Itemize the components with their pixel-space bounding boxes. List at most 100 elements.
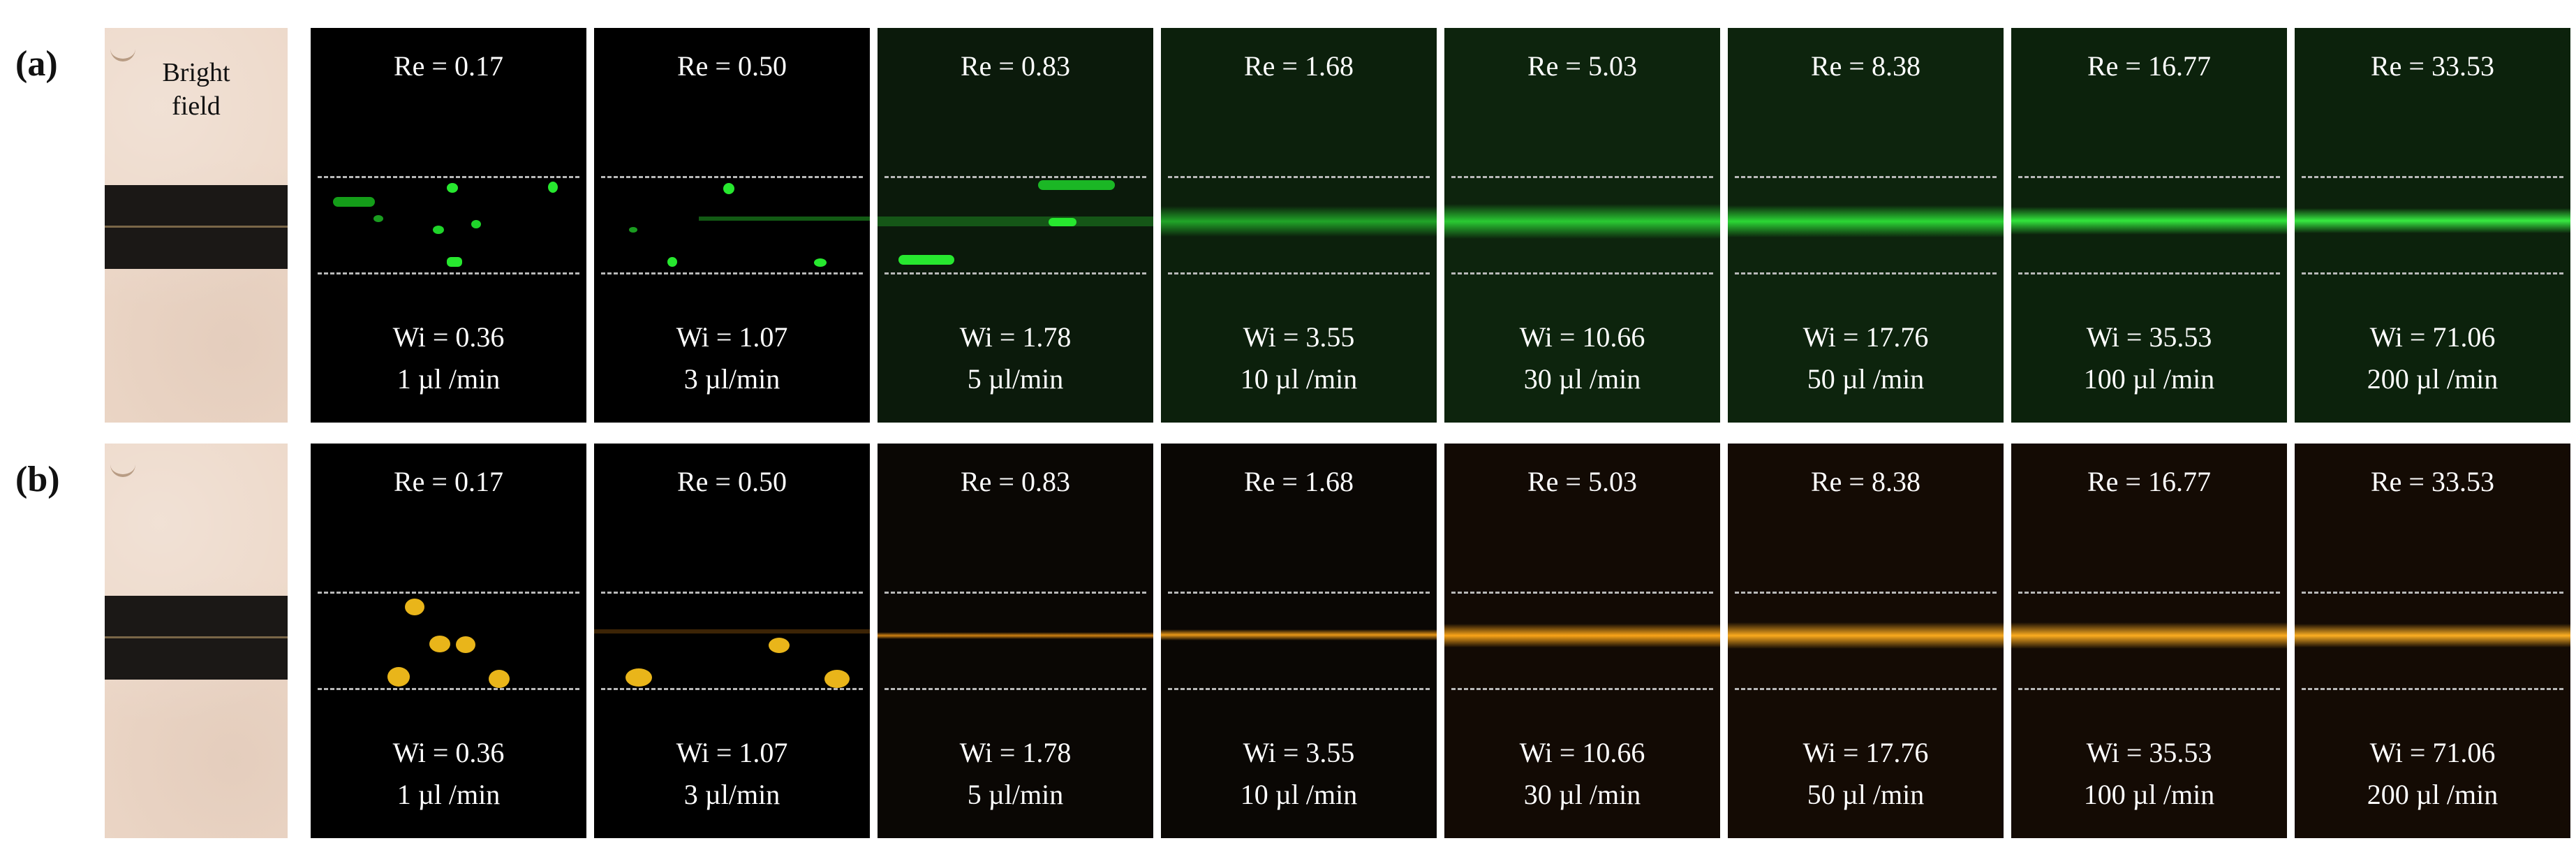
particle-stream xyxy=(1161,629,1437,640)
weissenberg-number: Wi = 10.66 xyxy=(1519,321,1645,353)
particle-stream xyxy=(2295,208,2570,233)
channel-wall-top xyxy=(884,592,1146,594)
particle-streak xyxy=(333,197,375,207)
reynolds-number: Re = 0.17 xyxy=(394,466,503,497)
fluorescence-panel: Re = 5.03 Wi = 10.66 30 µl /min xyxy=(1444,28,1720,423)
flow-rate: 5 µl/min xyxy=(967,779,1064,810)
particle xyxy=(433,226,444,234)
reynolds-number: Re = 8.38 xyxy=(1811,50,1920,82)
reynolds-number: Re = 0.17 xyxy=(394,50,503,82)
particle xyxy=(667,257,677,267)
flow-rate: 100 µl /min xyxy=(2083,779,2215,810)
weissenberg-number: Wi = 1.07 xyxy=(676,737,788,768)
fluorescence-panel: Re = 33.53 Wi = 71.06 200 µl /min xyxy=(2295,444,2570,838)
particle-stream xyxy=(2011,207,2287,235)
particle-streak xyxy=(1038,180,1115,190)
channel-wall-bottom xyxy=(2018,272,2280,274)
microchannel-centerline xyxy=(105,636,288,638)
particle xyxy=(471,220,481,228)
reynolds-number: Re = 5.03 xyxy=(1527,466,1637,497)
reynolds-number: Re = 0.83 xyxy=(961,466,1070,497)
row-a-green-particles: (a) Bright field Re = 0.17 Wi = 0.36 1 µ… xyxy=(0,28,2576,440)
channel-wall-top xyxy=(2302,176,2563,178)
particle-streak xyxy=(1049,218,1076,226)
weissenberg-number: Wi = 35.53 xyxy=(2086,737,2212,768)
brightfield-label-line1: Bright xyxy=(162,58,230,87)
weissenberg-number: Wi = 3.55 xyxy=(1243,321,1355,353)
reynolds-number: Re = 1.68 xyxy=(1244,466,1354,497)
brightfield-image-a: Bright field xyxy=(105,28,288,423)
channel-wall-bottom xyxy=(2018,688,2280,690)
particle xyxy=(769,638,790,653)
weissenberg-number: Wi = 0.36 xyxy=(392,737,505,768)
fluorescence-panel: Re = 5.03 Wi = 10.66 30 µl /min xyxy=(1444,444,1720,838)
weissenberg-number: Wi = 3.55 xyxy=(1243,737,1355,768)
flow-rate: 200 µl /min xyxy=(2367,779,2499,810)
channel-wall-top xyxy=(318,592,579,594)
microchannel-centerline xyxy=(105,226,288,228)
channel-wall-top xyxy=(2302,592,2563,594)
fluorescence-panel: Re = 1.68 Wi = 3.55 10 µl /min xyxy=(1161,28,1437,423)
channel-wall-bottom xyxy=(601,688,863,690)
reynolds-number: Re = 16.77 xyxy=(2087,466,2211,497)
particle-stream xyxy=(878,217,1153,226)
flow-rate: 200 µl /min xyxy=(2367,363,2499,395)
channel-wall-bottom xyxy=(1451,688,1713,690)
flow-rate: 3 µl/min xyxy=(683,779,780,810)
fluorescence-panel: Re = 0.17 Wi = 0.36 1 µl /min xyxy=(311,28,586,423)
channel-wall-bottom xyxy=(318,272,579,274)
reynolds-number: Re = 33.53 xyxy=(2371,466,2494,497)
particle-stream xyxy=(878,632,1153,639)
particle xyxy=(447,257,462,267)
row-b-orange-particles: (b) Re = 0.17 Wi = 0.36 1 µl /min Re = 0… xyxy=(0,444,2576,856)
fluorescence-panel: Re = 16.77 Wi = 35.53 100 µl /min xyxy=(2011,444,2287,838)
particle-stream xyxy=(594,629,870,633)
particle xyxy=(456,636,475,653)
row-label-b: (b) xyxy=(15,460,60,499)
flow-rate: 30 µl /min xyxy=(1523,779,1641,810)
particle xyxy=(626,668,652,687)
channel-wall-top xyxy=(1168,592,1430,594)
flow-rate: 50 µl /min xyxy=(1807,363,1925,395)
reynolds-number: Re = 33.53 xyxy=(2371,50,2494,82)
channel-wall-top xyxy=(1168,176,1430,178)
fluorescence-panel: Re = 0.50 Wi = 1.07 3 µl/min xyxy=(594,28,870,423)
particle-stream xyxy=(699,217,870,221)
reynolds-number: Re = 5.03 xyxy=(1527,50,1637,82)
brightfield-scratch-mark xyxy=(110,456,135,477)
weissenberg-number: Wi = 1.78 xyxy=(959,321,1072,353)
weissenberg-number: Wi = 17.76 xyxy=(1803,321,1929,353)
particle xyxy=(489,670,510,688)
fluorescence-panel: Re = 8.38 Wi = 17.76 50 µl /min xyxy=(1728,444,2004,838)
particle-stream xyxy=(1728,622,2004,649)
channel-wall-bottom xyxy=(1168,688,1430,690)
channel-wall-bottom xyxy=(1451,272,1713,274)
channel-wall-top xyxy=(2018,176,2280,178)
fluorescence-panel: Re = 8.38 Wi = 17.76 50 µl /min xyxy=(1728,28,2004,423)
particle xyxy=(447,183,458,193)
particle xyxy=(373,215,383,222)
channel-wall-top xyxy=(1451,592,1713,594)
channel-wall-bottom xyxy=(318,688,579,690)
particle xyxy=(629,227,637,233)
flow-rate: 1 µl /min xyxy=(397,363,501,395)
channel-wall-top xyxy=(1735,176,1997,178)
fluorescence-panel: Re = 0.17 Wi = 0.36 1 µl /min xyxy=(311,444,586,838)
particle xyxy=(814,258,827,267)
fluorescence-panel: Re = 0.83 Wi = 1.78 5 µl/min xyxy=(878,444,1153,838)
reynolds-number: Re = 1.68 xyxy=(1244,50,1354,82)
channel-wall-bottom xyxy=(1735,688,1997,690)
flow-rate: 30 µl /min xyxy=(1523,363,1641,395)
channel-wall-bottom xyxy=(1168,272,1430,274)
row-label-a: (a) xyxy=(15,44,58,84)
flow-rate: 10 µl /min xyxy=(1240,779,1358,810)
channel-wall-top xyxy=(1735,592,1997,594)
channel-wall-bottom xyxy=(2302,688,2563,690)
reynolds-number: Re = 16.77 xyxy=(2087,50,2211,82)
flow-rate: 5 µl/min xyxy=(967,363,1064,395)
weissenberg-number: Wi = 71.06 xyxy=(2369,321,2496,353)
channel-wall-top xyxy=(1451,176,1713,178)
weissenberg-number: Wi = 1.78 xyxy=(959,737,1072,768)
particle-stream xyxy=(2295,624,2570,647)
reynolds-number: Re = 0.83 xyxy=(961,50,1070,82)
